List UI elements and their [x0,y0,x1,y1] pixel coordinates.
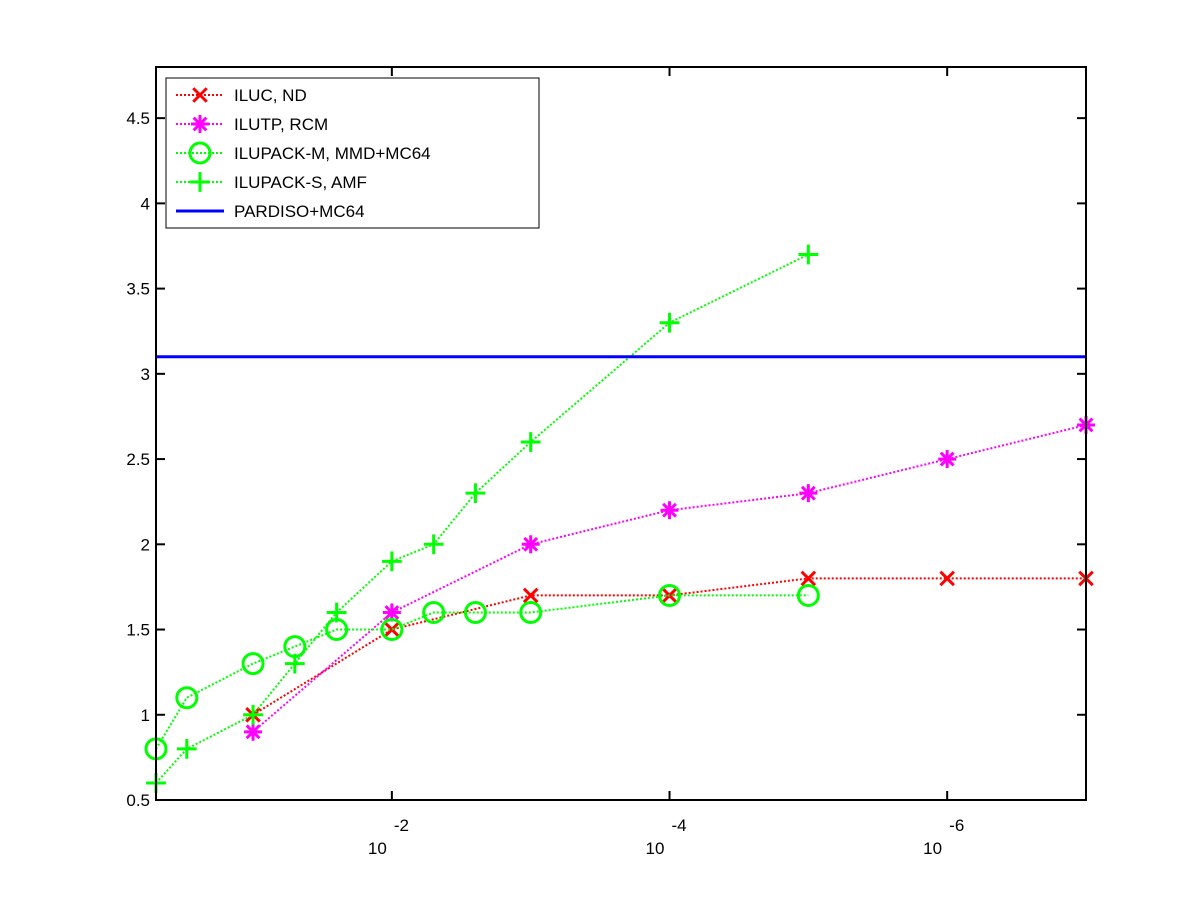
data-point [938,450,957,469]
marker-stroke [245,724,261,740]
data-point [241,652,265,676]
legend-entry-ilutp-rcm: ILUTP, RCM [176,115,328,134]
data-point [522,587,539,604]
legend-label: ILUTP, RCM [234,115,328,134]
marker-stroke [175,686,199,710]
legend-marker [191,115,209,133]
data-point [463,600,487,624]
marker-stroke [658,583,682,607]
marker-stroke [519,600,543,624]
data-point [465,483,486,504]
axes: 0.5 1 1.5 2 2.5 3 3.5 4 4.5 10 -2 10 -4 10 -6 [126,66,1087,858]
data-point [326,602,347,623]
data-point [176,738,197,759]
data-point [799,484,818,503]
x-tick-base: 10 [646,839,665,858]
legend-label: ILUC, ND [234,86,307,105]
legend-marker [188,141,212,165]
data-point [244,722,263,741]
x-tick-label: 10 -2 [368,816,409,858]
legend-marker [190,172,210,192]
marker-stroke [192,87,208,103]
x-tick-exponent: -6 [949,816,964,835]
data-point [520,432,541,452]
y-tick-label: 2 [141,535,150,554]
y-tick-label: 4.5 [126,109,150,128]
y-tick-label: 2.5 [126,450,150,469]
data-point [384,621,400,638]
marker-stroke [384,621,400,638]
legend: ILUC, ND ILUTP, RCM ILUPACK-M, MMD+MC64 ILU… [165,77,540,229]
marker-stroke [422,600,446,624]
marker-stroke [380,618,404,642]
data-point [423,534,444,555]
y-tick-label: 3.5 [126,280,150,299]
marker-stroke [939,451,955,467]
marker-stroke [192,116,208,132]
legend-entry-ilupack-s-amf: ILUPACK-S, AMF [176,172,367,192]
data-point [521,535,540,554]
legend-box [165,77,540,229]
marker-stroke [241,652,265,676]
x-tick-base: 10 [368,839,387,858]
data-point [939,570,955,587]
y-tick-label: 3 [141,365,150,384]
data-point [660,501,679,520]
marker-stroke [662,502,677,518]
y-tick-label: 0.5 [126,791,150,810]
marker-stroke [463,600,487,624]
y-tick-label: 1.5 [126,621,150,640]
x-tick-label: 10 -4 [646,816,687,858]
marker-stroke [188,141,212,165]
y-tick-label: 4 [141,194,150,213]
data-point [284,653,305,674]
data-point [519,600,543,624]
data-point [422,600,446,624]
marker-stroke [384,605,400,620]
marker-stroke [800,485,816,501]
axes-frame [155,66,1087,801]
legend-marker [192,87,208,103]
marker-stroke [522,587,539,604]
data-point [659,312,680,333]
data-point [800,570,817,587]
legend-label: PARDISO+MC64 [234,202,365,221]
data-point [658,583,682,607]
legend-label: ILUPACK-S, AMF [234,173,367,192]
plot-area [144,244,1095,793]
legend-entry-iluc-nd: ILUC, ND [176,86,307,105]
data-point [380,618,404,642]
y-tick-label: 1 [141,706,150,725]
data-point [243,704,263,725]
x-tick-exponent: -4 [672,816,687,835]
legend-entry-pardiso-mc64: PARDISO+MC64 [176,202,365,221]
marker-stroke [796,583,820,607]
data-point [381,551,402,572]
data-point [798,244,819,265]
legend-entry-ilupack-m-mmd-mc64: ILUPACK-M, MMD+MC64 [176,141,431,165]
series-ilupack-m-mmd-mc64 [144,583,820,761]
x-tick-label: 10 -6 [923,816,964,858]
data-point [175,686,199,710]
data-point [796,583,820,607]
marker-stroke [939,570,955,587]
marker-stroke [523,536,539,552]
series-line [155,594,809,750]
marker-stroke [800,570,817,587]
x-tick-exponent: -2 [394,816,409,835]
legend-label: ILUPACK-M, MMD+MC64 [234,144,431,163]
series-ilupack-s-amf [146,244,819,793]
x-tick-base: 10 [923,839,942,858]
